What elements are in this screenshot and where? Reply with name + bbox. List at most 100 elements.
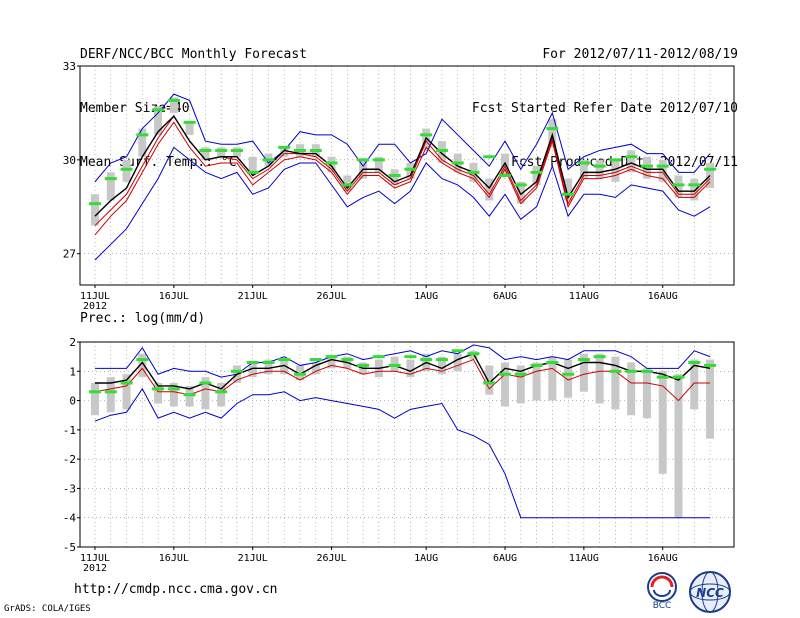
prec-obs-mark	[562, 372, 575, 376]
prec-obs-mark	[309, 358, 322, 362]
prec-ytick-label: -1	[63, 424, 76, 437]
temp-spread-box	[501, 153, 510, 176]
temp-obs-mark	[404, 167, 417, 171]
website-url[interactable]: http://cmdp.ncc.cma.gov.cn	[74, 582, 278, 597]
prec-min-line	[94, 387, 711, 519]
prec-spread-box	[311, 362, 320, 375]
prec-spread-box	[579, 353, 588, 392]
prec-obs-mark	[577, 358, 590, 362]
prec-spread-box	[327, 356, 336, 369]
prec-spread-box	[627, 362, 636, 416]
temp-obs-mark	[640, 164, 653, 168]
temp-xtick-label: 16AUG	[648, 291, 678, 302]
temp-median-low-line	[94, 121, 711, 236]
temp-mean-line	[94, 114, 711, 217]
prec-obs-mark	[451, 349, 464, 353]
temp-obs-mark	[467, 170, 480, 174]
prec-obs-mark	[215, 390, 228, 394]
temp-obs-mark	[357, 158, 370, 162]
temp-spread-box	[217, 147, 226, 157]
prec-spread-box	[280, 359, 289, 375]
prec-max-line	[95, 344, 711, 378]
prec-obs-mark	[530, 363, 543, 367]
prec-spread-box	[501, 362, 510, 407]
prec-obs-mark	[514, 372, 527, 376]
temp-xtick-label: 11AUG	[569, 291, 599, 302]
temp-obs-mark	[372, 158, 385, 162]
temp-spread-box	[138, 128, 147, 157]
prec-obs-mark	[546, 361, 559, 364]
prec-spread-box	[611, 356, 620, 410]
temp-obs-mark	[609, 158, 622, 162]
prec-ytick-label: 0	[69, 395, 76, 408]
prec-spread-box	[264, 359, 273, 375]
prec-spread-box	[106, 377, 115, 413]
temp-xtick-label: 6AUG	[493, 291, 517, 302]
temp-xtick-label: 16JUL	[159, 291, 189, 302]
prec-obs-mark	[136, 358, 149, 362]
temp-spread-box	[201, 147, 210, 160]
prec-xtick-label: 11JUL	[80, 553, 110, 564]
prec-obs-mark	[704, 363, 717, 367]
prec-obs-mark	[357, 363, 370, 367]
prec-spread-box	[516, 365, 525, 404]
prec-obs-mark	[625, 369, 638, 373]
prec-obs-mark	[325, 355, 338, 359]
prec-xtick-label: 1AUG	[414, 553, 438, 564]
temp-spread-box	[595, 159, 604, 179]
temp-ytick-label: 27	[63, 248, 76, 261]
temp-year-label: 2012	[83, 301, 107, 312]
temp-obs-mark	[183, 120, 196, 124]
prec-obs-mark	[341, 358, 354, 362]
prec-obs-mark	[388, 363, 401, 367]
prec-spread-box	[674, 374, 683, 518]
prec-ytick-label: -5	[63, 541, 76, 554]
temp-spread-box	[690, 178, 699, 201]
prec-spread-box	[91, 383, 99, 416]
prec-xtick-label: 11AUG	[569, 553, 599, 564]
temp-obs-mark	[136, 133, 149, 137]
temp-spread-box	[674, 175, 683, 198]
prec-ytick-label: -2	[63, 453, 76, 466]
prec-spread-box	[548, 356, 557, 401]
temp-max-line	[94, 93, 711, 183]
temp-obs-mark	[230, 148, 243, 152]
prec-year-label: 2012	[83, 563, 107, 574]
bcc-logo-text: BCC	[653, 601, 672, 610]
prec-spread-box	[154, 383, 163, 404]
temp-obs-mark	[435, 148, 448, 152]
prec-panel-title: Prec.: log(mm/d)	[80, 311, 205, 326]
prec-obs-mark	[294, 372, 307, 376]
temp-obs-mark	[341, 183, 354, 187]
prec-frame	[79, 341, 735, 548]
temp-spread-box	[169, 97, 178, 113]
temp-spread-box	[516, 181, 525, 204]
chart-title: DERF/NCC/BCC Monthly Forecast	[80, 47, 307, 62]
prec-xtick-label: 26JUL	[316, 553, 346, 564]
prec-obs-mark	[372, 355, 385, 359]
temp-obs-mark	[278, 145, 291, 149]
prec-mean-line	[95, 352, 711, 390]
prec-spread-box	[564, 359, 573, 398]
temp-obs-mark	[530, 170, 543, 174]
ncc-logo-text: NCC	[696, 586, 724, 600]
grads-credit: GrADS: COLA/IGES	[4, 604, 91, 614]
temp-spread-box	[564, 178, 573, 201]
prec-obs-mark	[262, 361, 275, 364]
temp-obs-mark	[167, 98, 180, 102]
temp-spread-box	[327, 156, 336, 173]
prec-xtick-label: 6AUG	[493, 553, 517, 564]
prec-obs-mark	[278, 358, 291, 362]
temp-spread-box	[437, 141, 446, 163]
prec-ytick-label: 1	[69, 365, 76, 378]
bcc-logo: BCC	[647, 572, 677, 610]
prec-median-line	[94, 358, 711, 402]
temp-xtick-label: 26JUL	[316, 291, 346, 302]
prec-obs-mark	[688, 361, 701, 364]
temp-obs-mark	[104, 177, 117, 181]
temp-obs-mark	[199, 148, 212, 152]
prec-obs-mark	[230, 369, 243, 373]
prec-obs-mark	[609, 369, 622, 373]
temp-obs-mark	[625, 155, 638, 159]
prec-obs-mark	[467, 352, 480, 356]
